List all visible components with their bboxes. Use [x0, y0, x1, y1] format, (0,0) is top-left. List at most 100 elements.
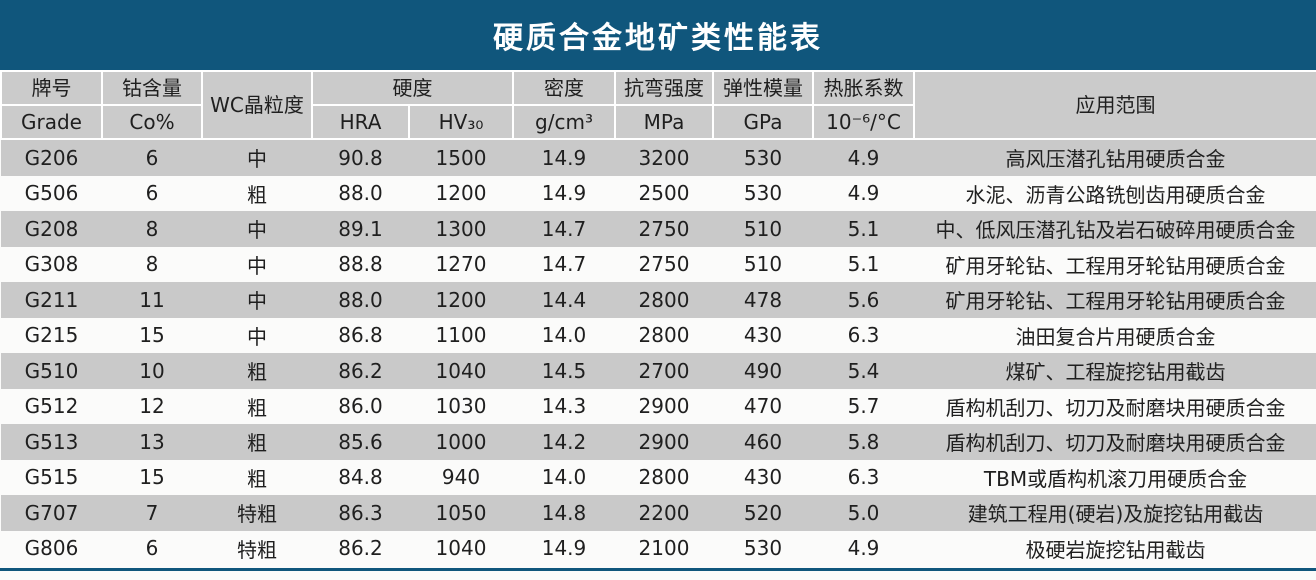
table-row: G707 7 特粗 86.3 1050 14.8 2200 520 5.0 建筑…: [1, 495, 1316, 531]
cell-cte: 5.6: [813, 282, 914, 318]
cell-wc-grain: 中: [202, 282, 312, 318]
cell-hv30: 1270: [409, 246, 513, 282]
col-header-hv30: HV₃₀: [408, 104, 514, 140]
col-header-hra: HRA: [311, 104, 410, 140]
col-header-wc-grain: WC晶粒度: [201, 70, 313, 140]
cell-hv30: 1200: [409, 175, 513, 211]
cell-wc-grain: 特粗: [202, 530, 312, 566]
cell-density: 14.7: [513, 246, 615, 282]
cell-trs: 2800: [615, 282, 713, 318]
col-header-grade-en: Grade: [0, 104, 103, 140]
cell-trs: 2900: [615, 424, 713, 460]
cell-cobalt: 15: [102, 459, 202, 495]
col-header-elastic-unit: GPa: [712, 104, 814, 140]
cell-wc-grain: 粗: [202, 459, 312, 495]
col-header-density-cn: 密度: [512, 70, 616, 106]
cell-cte: 6.3: [813, 459, 914, 495]
cell-hv30: 1040: [409, 353, 513, 389]
cell-wc-grain: 粗: [202, 175, 312, 211]
cell-density: 14.2: [513, 424, 615, 460]
cell-application: 中、低风压潜孔钻及岩石破碎用硬质合金: [914, 211, 1316, 247]
cell-elastic: 478: [713, 282, 813, 318]
cell-grade: G806: [1, 530, 102, 566]
cell-grade: G512: [1, 388, 102, 424]
col-header-trs-unit: MPa: [614, 104, 714, 140]
cell-cte: 5.4: [813, 353, 914, 389]
cell-cte: 4.9: [813, 175, 914, 211]
cell-wc-grain: 粗: [202, 353, 312, 389]
col-header-hardness: 硬度: [311, 70, 514, 106]
cell-wc-grain: 中: [202, 246, 312, 282]
cell-hv30: 1300: [409, 211, 513, 247]
cell-hra: 90.8: [312, 139, 409, 176]
cell-application: 煤矿、工程旋挖钻用截齿: [914, 353, 1316, 389]
cell-wc-grain: 中: [202, 211, 312, 247]
table-row: G515 15 粗 84.8 940 14.0 2800 430 6.3 TBM…: [1, 459, 1316, 495]
cell-cobalt: 8: [102, 211, 202, 247]
header-row-labels: 牌号 钴含量 WC晶粒度 硬度 密度 抗弯强度 弹性模量 热胀系数 应用范围: [0, 70, 1316, 140]
table-row: G308 8 中 88.8 1270 14.7 2750 510 5.1 矿用牙…: [1, 246, 1316, 282]
cell-hra: 86.2: [312, 353, 409, 389]
cell-cte: 5.8: [813, 424, 914, 460]
cell-application: 高风压潜孔钻用硬质合金: [914, 139, 1316, 176]
cell-density: 14.7: [513, 211, 615, 247]
cell-hra: 88.0: [312, 282, 409, 318]
cell-hra: 88.0: [312, 175, 409, 211]
title-bar: 硬质合金地矿类性能表: [0, 0, 1316, 70]
cell-hra: 86.3: [312, 495, 409, 531]
cell-density: 14.9: [513, 175, 615, 211]
table-row: G208 8 中 89.1 1300 14.7 2750 510 5.1 中、低…: [1, 211, 1316, 247]
cell-grade: G506: [1, 175, 102, 211]
cell-density: 14.8: [513, 495, 615, 531]
col-header-cte-cn: 热胀系数: [812, 70, 915, 106]
cell-cobalt: 15: [102, 317, 202, 353]
cell-grade: G510: [1, 353, 102, 389]
cell-cte: 5.1: [813, 211, 914, 247]
col-header-trs-cn: 抗弯强度: [614, 70, 714, 106]
cell-hv30: 1100: [409, 317, 513, 353]
cell-elastic: 510: [713, 246, 813, 282]
table-row: G215 15 中 86.8 1100 14.0 2800 430 6.3 油田…: [1, 317, 1316, 353]
col-header-density-unit: g/cm³: [512, 104, 616, 140]
cell-hv30: 1200: [409, 282, 513, 318]
col-header-elastic-cn: 弹性模量: [712, 70, 814, 106]
table-row: G506 6 粗 88.0 1200 14.9 2500 530 4.9 水泥、…: [1, 175, 1316, 211]
table-header: 牌号 钴含量 WC晶粒度 硬度 密度 抗弯强度 弹性模量 热胀系数 应用范围 G…: [0, 70, 1316, 140]
cell-application: 油田复合片用硬质合金: [914, 317, 1316, 353]
cell-hv30: 940: [409, 459, 513, 495]
cell-hra: 86.8: [312, 317, 409, 353]
col-header-cobalt-pct: Co%: [101, 104, 203, 140]
cell-cte: 5.7: [813, 388, 914, 424]
cell-cobalt: 7: [102, 495, 202, 531]
cell-elastic: 530: [713, 175, 813, 211]
cell-wc-grain: 中: [202, 139, 312, 176]
cell-cte: 5.1: [813, 246, 914, 282]
cell-hv30: 1000: [409, 424, 513, 460]
cell-cobalt: 6: [102, 175, 202, 211]
cell-density: 14.3: [513, 388, 615, 424]
cell-wc-grain: 粗: [202, 424, 312, 460]
bottom-accent-bar: [0, 568, 1316, 571]
col-header-cte-unit: 10⁻⁶/°C: [812, 104, 915, 140]
table-row: G512 12 粗 86.0 1030 14.3 2900 470 5.7 盾构…: [1, 388, 1316, 424]
cell-application: 盾构机刮刀、切刀及耐磨块用硬质合金: [914, 388, 1316, 424]
cell-cte: 6.3: [813, 317, 914, 353]
cell-cobalt: 11: [102, 282, 202, 318]
cell-cte: 4.9: [813, 139, 914, 176]
cell-trs: 2500: [615, 175, 713, 211]
cell-density: 14.0: [513, 459, 615, 495]
cell-application: 矿用牙轮钻、工程用牙轮钻用硬质合金: [914, 282, 1316, 318]
table-row: G806 6 特粗 86.2 1040 14.9 2100 530 4.9 极硬…: [1, 530, 1316, 566]
cell-elastic: 510: [713, 211, 813, 247]
cell-cobalt: 6: [102, 530, 202, 566]
table-body: G206 6 中 90.8 1500 14.9 3200 530 4.9 高风压…: [1, 139, 1316, 566]
cell-hra: 89.1: [312, 211, 409, 247]
cell-trs: 2100: [615, 530, 713, 566]
cell-cobalt: 12: [102, 388, 202, 424]
cell-cobalt: 10: [102, 353, 202, 389]
cell-hra: 88.8: [312, 246, 409, 282]
cell-hra: 84.8: [312, 459, 409, 495]
cell-trs: 2800: [615, 459, 713, 495]
cell-grade: G211: [1, 282, 102, 318]
cell-density: 14.9: [513, 530, 615, 566]
